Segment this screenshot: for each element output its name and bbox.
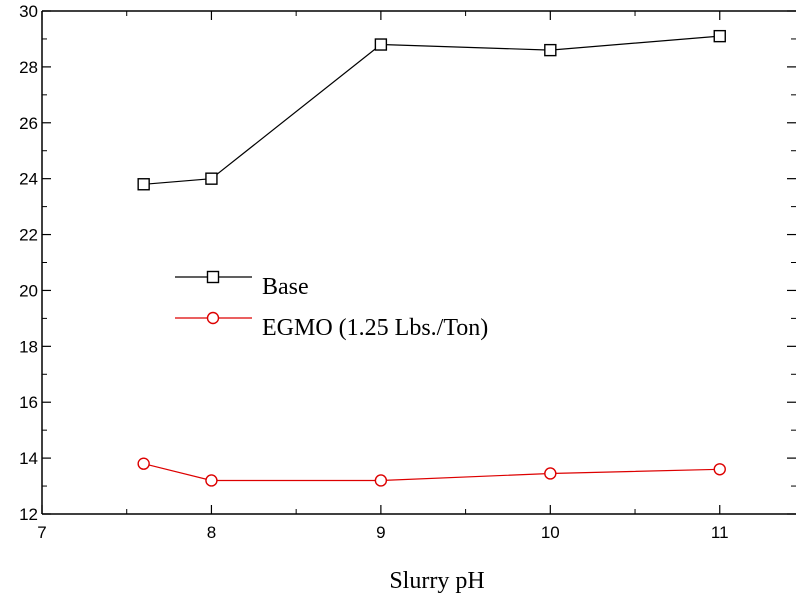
data-point xyxy=(713,29,726,43)
legend-entry: EGMO (1.25 Lbs./Ton) xyxy=(175,311,488,341)
axes: 12 14 16 18 20 22 24 26 28 30 7 8 9 10 11 xyxy=(19,2,796,542)
legend-entry: Base xyxy=(175,270,309,300)
data-point xyxy=(713,463,726,476)
x-tick-label: 9 xyxy=(376,523,385,542)
legend-marker xyxy=(206,270,220,284)
x-tick-label: 11 xyxy=(711,523,729,542)
data-point xyxy=(544,43,557,57)
y-tick-label: 30 xyxy=(19,2,38,21)
data-point xyxy=(137,457,150,470)
data-point xyxy=(205,474,218,487)
series-layer xyxy=(137,29,726,487)
data-point xyxy=(374,474,388,487)
y-tick-label: 22 xyxy=(19,226,38,245)
x-tick-label: 7 xyxy=(37,523,46,542)
series-egmo xyxy=(137,457,726,487)
y-tick-label: 24 xyxy=(19,170,38,189)
legend-label: EGMO (1.25 Lbs./Ton) xyxy=(262,315,488,341)
x-axis-title: Slurry pH xyxy=(389,568,484,594)
data-point xyxy=(137,178,150,191)
x-tick-label: 10 xyxy=(541,523,560,542)
legend: Base EGMO (1.25 Lbs./Ton) xyxy=(175,270,488,341)
series-base xyxy=(137,29,726,191)
y-tick-label: 20 xyxy=(19,281,38,300)
data-point xyxy=(205,172,218,185)
series-line xyxy=(143,35,720,185)
y-tick-label: 16 xyxy=(19,393,38,412)
y-tick-label: 18 xyxy=(19,337,38,356)
y-tick-label: 14 xyxy=(19,449,38,468)
legend-marker xyxy=(206,311,220,325)
data-point xyxy=(374,38,388,51)
y-tick-label: 12 xyxy=(19,505,38,524)
x-tick-label: 8 xyxy=(207,523,216,542)
series-line xyxy=(143,463,720,482)
y-tick-label: 26 xyxy=(19,114,38,133)
data-point xyxy=(544,467,557,480)
legend-label: Base xyxy=(262,274,309,300)
y-tick-label: 28 xyxy=(19,58,38,77)
